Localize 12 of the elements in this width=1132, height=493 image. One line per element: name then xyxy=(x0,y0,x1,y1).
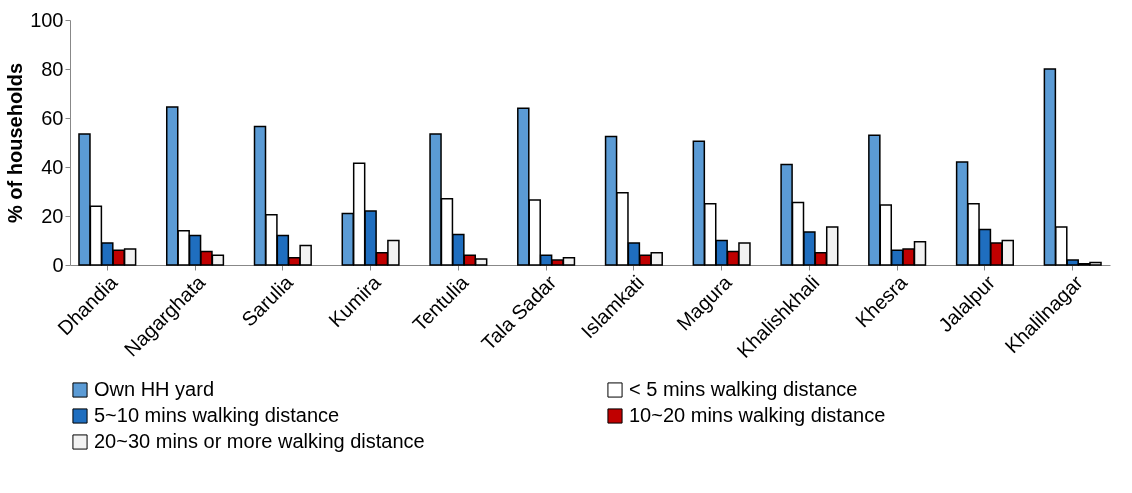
y-axis-title: % of households xyxy=(4,63,27,223)
y-tick-label: 0 xyxy=(52,253,64,276)
y-tick-label: 80 xyxy=(41,57,64,80)
legend-label: Own HH yard xyxy=(94,378,215,400)
legend-label: 20~30 mins or more walking distance xyxy=(94,430,425,452)
y-tick-label: 60 xyxy=(41,106,64,129)
y-tick-label: 40 xyxy=(41,155,64,178)
legend-label: < 5 mins walking distance xyxy=(629,378,858,400)
legend-label: 5~10 mins walking distance xyxy=(94,404,340,426)
y-tick-label: 100 xyxy=(30,8,64,31)
legend-label: 10~20 mins walking distance xyxy=(629,404,886,426)
y-tick-label: 20 xyxy=(41,204,64,227)
